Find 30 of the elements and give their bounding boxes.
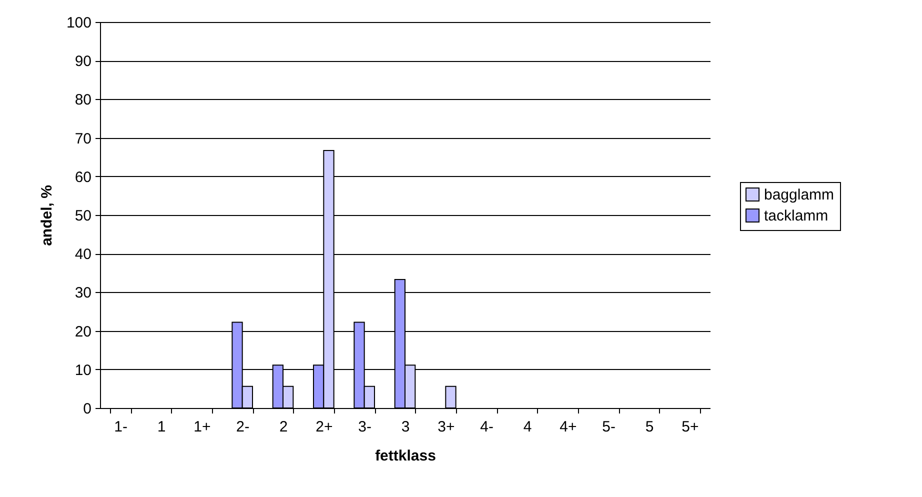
y-tick-label: 80 xyxy=(74,92,92,109)
x-tick-label: 5 xyxy=(645,418,654,436)
y-tick-label: 50 xyxy=(74,208,92,224)
x-tick-label: 4- xyxy=(480,418,494,436)
x-tick-label: 5- xyxy=(602,418,616,436)
y-axis-title: andel, % xyxy=(38,185,56,246)
y-tick-label: 30 xyxy=(74,284,92,302)
y-tick-label: 20 xyxy=(74,323,92,340)
y-tick-label: 100 xyxy=(66,14,92,32)
x-tick-label: 3- xyxy=(358,418,372,436)
y-tick-label: 60 xyxy=(74,168,92,186)
y-tick-label: 40 xyxy=(74,246,92,264)
x-tick-label: 1 xyxy=(157,418,166,436)
x-tick-label: 5+ xyxy=(682,418,699,436)
legend-label: tacklamm xyxy=(764,208,828,224)
x-tick-label: 3+ xyxy=(438,418,455,436)
x-tick-label: 3 xyxy=(401,418,410,436)
x-tick-label: 2 xyxy=(279,418,288,436)
x-tick-label: 4 xyxy=(523,418,532,436)
x-tick-label: 2- xyxy=(236,418,250,436)
x-tick-label: 1- xyxy=(114,418,128,436)
x-tick-label: 1+ xyxy=(194,418,211,436)
y-tick-label: 70 xyxy=(74,130,92,148)
x-tick-label: 2+ xyxy=(316,418,333,436)
legend-label: bagglamm xyxy=(764,186,834,204)
y-tick-label: 90 xyxy=(74,53,92,70)
y-tick-label: 0 xyxy=(83,400,92,418)
x-axis-title: fettklass xyxy=(375,448,436,464)
x-tick-label: 4+ xyxy=(560,418,577,436)
y-tick-label: 10 xyxy=(74,362,92,379)
